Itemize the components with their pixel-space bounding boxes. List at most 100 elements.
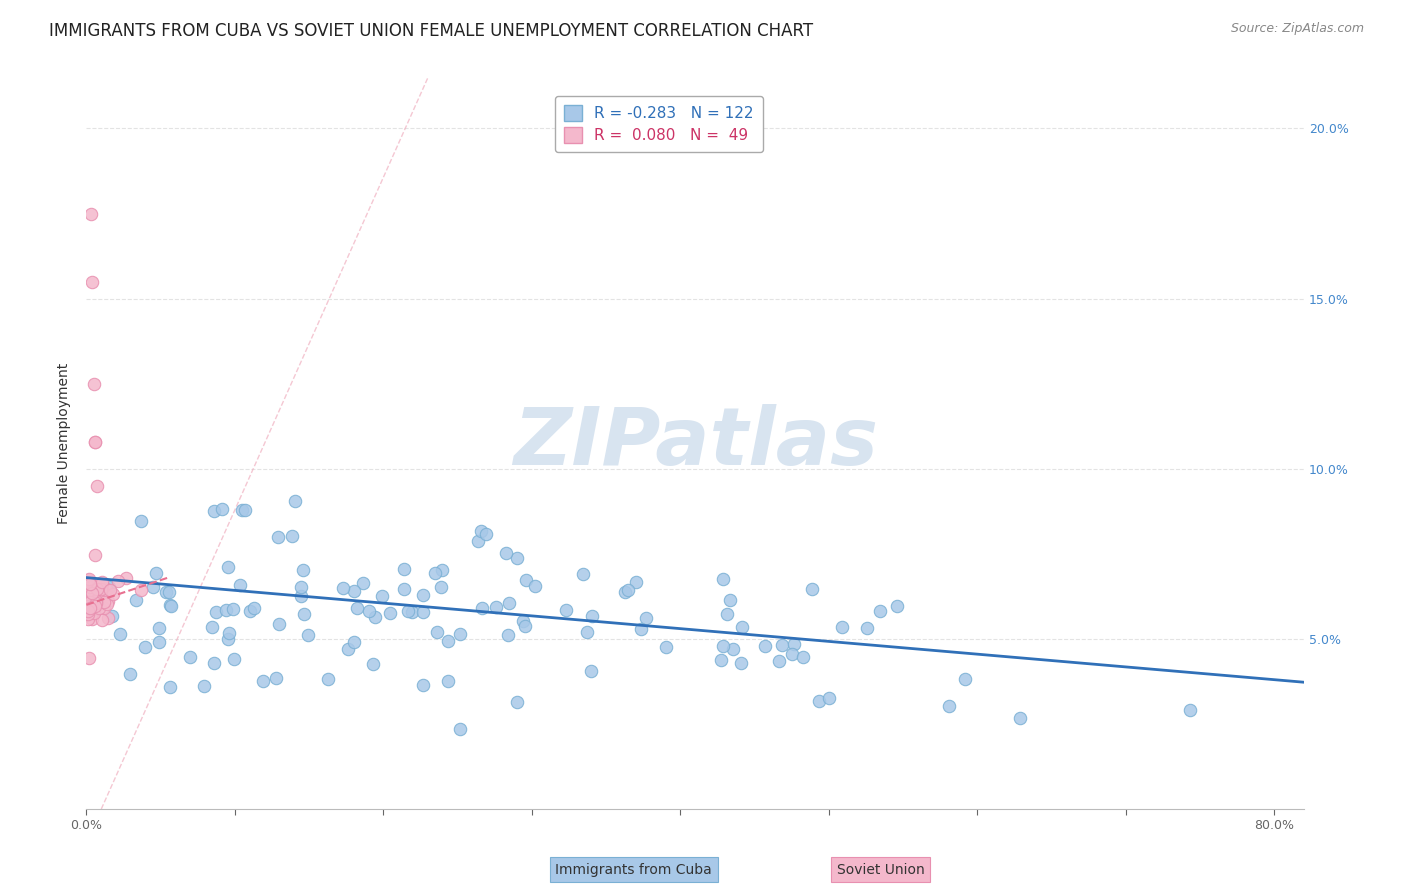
Point xyxy=(437,633,460,648)
Point xyxy=(160,599,183,613)
Point xyxy=(79,577,101,591)
Point xyxy=(436,673,458,688)
Point xyxy=(346,600,368,615)
Point xyxy=(83,599,105,613)
Point xyxy=(730,656,752,670)
Legend: R = -0.283   N = 122, R =  0.080   N =  49: R = -0.283 N = 122, R = 0.080 N = 49 xyxy=(554,96,763,153)
Point xyxy=(200,620,222,634)
Point xyxy=(818,691,841,706)
Point xyxy=(576,624,599,639)
Point xyxy=(93,601,115,615)
Text: IMMIGRANTS FROM CUBA VS SOVIET UNION FEMALE UNEMPLOYMENT CORRELATION CHART: IMMIGRANTS FROM CUBA VS SOVIET UNION FEM… xyxy=(49,22,813,40)
Point xyxy=(145,566,167,581)
Point xyxy=(228,577,250,591)
Point xyxy=(754,640,776,654)
Point xyxy=(217,560,239,574)
Point xyxy=(364,610,387,624)
Text: ZIPatlas: ZIPatlas xyxy=(513,404,877,483)
Point xyxy=(1180,703,1202,717)
Point xyxy=(780,647,803,661)
Point xyxy=(352,576,374,591)
Point xyxy=(343,584,366,599)
Point xyxy=(512,614,534,628)
Point xyxy=(449,627,471,641)
Point xyxy=(505,695,527,709)
Point xyxy=(1008,711,1031,725)
Point xyxy=(432,563,454,577)
Point xyxy=(617,583,640,598)
Point xyxy=(108,627,131,641)
Point xyxy=(84,596,107,610)
Point xyxy=(125,593,148,607)
Point xyxy=(581,609,603,624)
Point xyxy=(886,599,908,614)
Point xyxy=(202,504,225,518)
Point xyxy=(783,636,806,650)
Point xyxy=(107,574,129,588)
Point xyxy=(82,586,104,600)
Point xyxy=(87,598,110,612)
Point xyxy=(83,548,105,562)
Point xyxy=(267,530,290,544)
Point xyxy=(496,628,519,642)
Point xyxy=(423,566,446,581)
Point xyxy=(412,588,434,602)
Point xyxy=(515,619,537,633)
Point xyxy=(224,652,246,666)
Point xyxy=(77,573,100,587)
Text: Immigrants from Cuba: Immigrants from Cuba xyxy=(555,863,711,877)
Point xyxy=(284,494,307,508)
Point xyxy=(297,628,319,642)
Point xyxy=(179,649,201,664)
Point xyxy=(655,640,678,654)
Point xyxy=(938,699,960,714)
Point xyxy=(80,206,103,220)
Point xyxy=(86,594,108,608)
Point xyxy=(91,577,114,591)
Point xyxy=(218,626,240,640)
Point xyxy=(524,579,547,593)
Point xyxy=(636,611,658,625)
Point xyxy=(515,573,537,587)
Point xyxy=(412,605,434,619)
Point xyxy=(79,651,101,665)
Point xyxy=(215,603,238,617)
Point xyxy=(79,580,101,594)
Point xyxy=(101,587,124,601)
Point xyxy=(267,616,290,631)
Point xyxy=(239,604,262,618)
Point xyxy=(624,574,647,589)
Point xyxy=(506,550,529,565)
Point xyxy=(475,527,498,541)
Point xyxy=(801,582,824,596)
Point xyxy=(79,601,101,615)
Point xyxy=(290,580,312,594)
Point xyxy=(630,622,652,636)
Point xyxy=(79,584,101,599)
Point xyxy=(731,620,754,634)
Point xyxy=(82,275,104,289)
Point xyxy=(90,575,112,590)
Point xyxy=(470,524,492,538)
Point xyxy=(264,671,287,685)
Point xyxy=(856,621,879,635)
Point xyxy=(84,434,107,449)
Point xyxy=(97,580,120,594)
Point xyxy=(159,598,181,612)
Point xyxy=(120,666,142,681)
Point xyxy=(100,583,122,598)
Point xyxy=(77,573,100,587)
Point xyxy=(79,595,101,609)
Point xyxy=(252,673,274,688)
Point xyxy=(808,694,831,708)
Point xyxy=(484,599,506,614)
Point xyxy=(83,376,105,391)
Point xyxy=(87,591,110,606)
Point xyxy=(571,566,593,581)
Point xyxy=(711,640,734,654)
Point xyxy=(86,582,108,596)
Point xyxy=(77,612,100,626)
Point xyxy=(770,638,793,652)
Point xyxy=(159,680,181,694)
Point xyxy=(148,621,170,635)
